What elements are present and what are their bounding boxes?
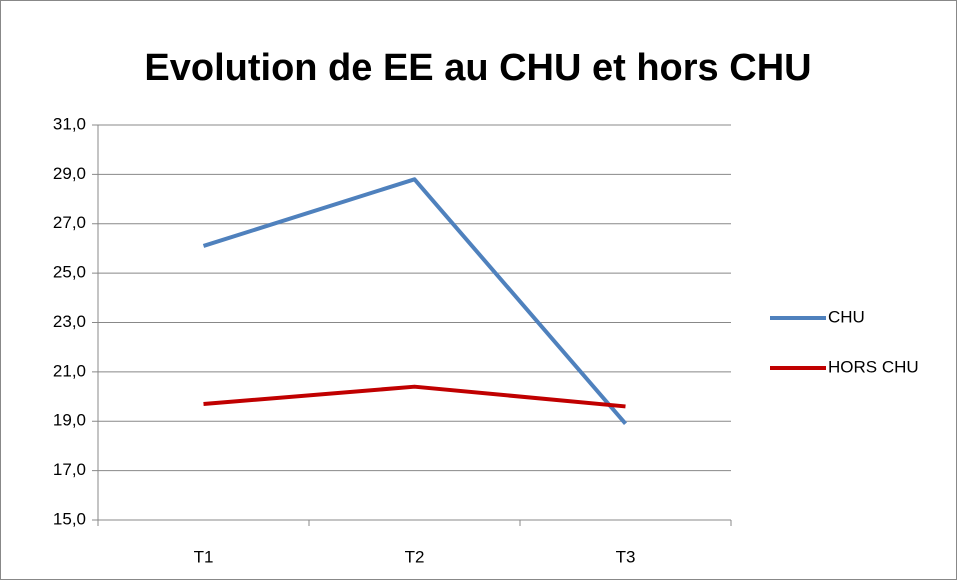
series-line [202,177,628,426]
y-tick-label: 29,0 [53,164,86,183]
y-tick-label: 23,0 [53,312,86,331]
y-tick-label: 21,0 [53,361,86,380]
chart-title: Evolution de EE au CHU et hors CHU [144,47,811,89]
y-tick-label: 31,0 [53,114,86,133]
x-tick-label: T1 [194,547,214,566]
y-tick-label: 27,0 [53,213,86,232]
x-tick-label: T3 [616,547,636,566]
y-tick-label: 19,0 [53,411,86,430]
legend-label: HORS CHU [828,357,919,376]
y-tick-label: 15,0 [53,509,86,528]
y-tick-label: 17,0 [53,460,86,479]
y-tick-label: 25,0 [53,263,86,282]
x-tick-label: T2 [405,547,425,566]
series-line [203,384,626,409]
legend-label: CHU [828,307,865,326]
